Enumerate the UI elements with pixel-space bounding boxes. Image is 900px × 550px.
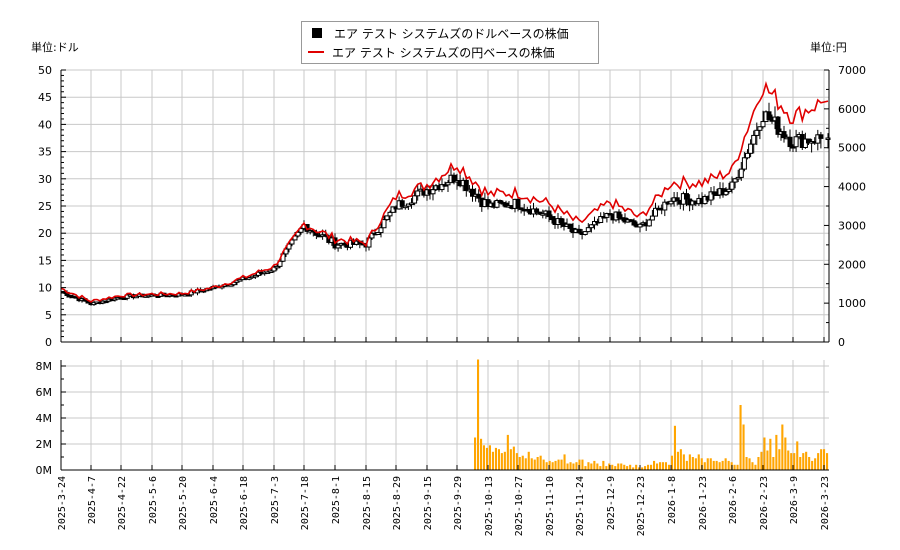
svg-text:4M: 4M [36,412,53,425]
svg-text:2025-10-13: 2025-10-13 [484,476,495,536]
svg-text:2025-4-22: 2025-4-22 [117,476,128,530]
svg-text:2025-7-3: 2025-7-3 [270,476,281,524]
svg-text:50: 50 [38,64,52,77]
svg-text:10: 10 [38,282,52,295]
svg-text:0M: 0M [36,464,53,477]
black-square-swatch-icon [312,28,322,38]
svg-text:6000: 6000 [838,103,866,116]
svg-text:2025-12-23: 2025-12-23 [636,476,647,536]
svg-text:2025-11-10: 2025-11-10 [545,476,556,536]
legend-usd-label: エア テスト システムズのドルベースの株価 [334,26,569,41]
svg-text:0: 0 [45,336,52,349]
svg-text:2000: 2000 [838,258,866,271]
legend-item-jpy: エア テスト システムズの円ベースの株価 [308,43,555,61]
svg-text:8M: 8M [36,360,53,373]
svg-text:2026-1-23: 2026-1-23 [698,476,709,530]
svg-text:2025-6-18: 2025-6-18 [239,476,250,530]
svg-text:2025-4-7: 2025-4-7 [87,476,98,524]
svg-text:2025-6-4: 2025-6-4 [209,476,220,524]
svg-text:0: 0 [838,336,845,349]
svg-text:30: 30 [38,173,52,186]
svg-text:40: 40 [38,118,52,131]
svg-text:2025-5-6: 2025-5-6 [148,476,159,524]
svg-text:2025-3-24: 2025-3-24 [57,476,68,530]
svg-text:45: 45 [38,91,52,104]
red-line-swatch-icon [308,51,324,53]
svg-text:2025-9-15: 2025-9-15 [423,476,434,530]
legend-item-usd: エア テスト システムズのドルベースの株価 [308,24,569,42]
svg-text:15: 15 [38,254,52,267]
svg-text:2M: 2M [36,438,53,451]
svg-text:5: 5 [45,309,52,322]
jpy-price-line [60,80,829,303]
svg-text:2025-9-29: 2025-9-29 [453,476,464,530]
svg-text:20: 20 [38,227,52,240]
right-axis-unit: 単位:円 [810,41,847,54]
legend-jpy-label: エア テスト システムズの円ベースの株価 [332,45,555,60]
svg-text:2026-1-8: 2026-1-8 [667,476,678,524]
chart-axes [60,69,830,471]
svg-text:2026-2-6: 2026-2-6 [728,476,739,524]
svg-text:2025-11-24: 2025-11-24 [575,476,586,536]
chart-legend: エア テスト システムズのドルベースの株価 エア テスト システムズの円ベースの… [301,21,599,64]
svg-text:25: 25 [38,200,52,213]
svg-text:7000: 7000 [838,64,866,77]
svg-text:2025-8-29: 2025-8-29 [392,476,403,530]
svg-text:2026-3-9: 2026-3-9 [789,476,800,524]
svg-text:2025-10-27: 2025-10-27 [514,476,525,536]
svg-text:2025-8-15: 2025-8-15 [362,476,373,530]
volume-grid [60,360,829,470]
svg-text:3000: 3000 [838,219,866,232]
svg-text:2025-7-18: 2025-7-18 [300,476,311,530]
axis-labels: 0 5 10 15 20 25 30 35 40 45 50 0 1000 2000 3000 4000 500… [36,64,867,536]
svg-text:2025-8-1: 2025-8-1 [331,476,342,524]
svg-text:2025-5-20: 2025-5-20 [178,476,189,530]
price-grid [60,69,829,343]
svg-text:6M: 6M [36,386,53,399]
svg-text:5000: 5000 [838,142,866,155]
usd-candlesticks [61,102,831,306]
svg-text:2026-2-23: 2026-2-23 [759,476,770,530]
svg-text:35: 35 [38,146,52,159]
svg-text:2026-3-23: 2026-3-23 [820,476,831,530]
svg-text:1000: 1000 [838,297,866,310]
svg-text:2025-12-9: 2025-12-9 [606,476,617,530]
svg-text:4000: 4000 [838,181,866,194]
left-axis-unit: 単位:ドル [31,41,79,54]
volume-bars [474,359,829,470]
